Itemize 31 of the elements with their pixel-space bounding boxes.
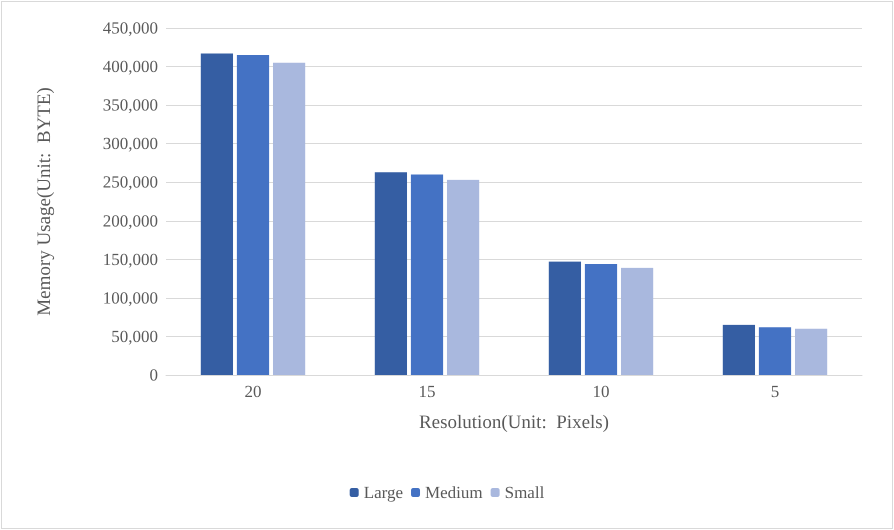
bar bbox=[272, 62, 306, 375]
legend-label: Medium bbox=[425, 483, 483, 502]
bar bbox=[584, 264, 618, 375]
bar bbox=[794, 328, 828, 375]
legend-label: Large bbox=[364, 483, 404, 502]
y-tick-label: 0 bbox=[150, 366, 158, 384]
bar bbox=[200, 53, 234, 375]
bar bbox=[722, 324, 756, 375]
y-tick-label: 50,000 bbox=[111, 326, 158, 346]
y-tick-label: 300,000 bbox=[102, 134, 158, 154]
y-tick-label: 150,000 bbox=[102, 250, 158, 269]
y-tick-label: 450,000 bbox=[102, 18, 158, 38]
bar bbox=[374, 172, 408, 375]
y-tick-label: 200,000 bbox=[102, 211, 158, 230]
x-tick-label: 5 bbox=[770, 382, 780, 401]
bar bbox=[446, 180, 480, 375]
bar bbox=[620, 268, 654, 375]
legend-label: Small bbox=[504, 483, 545, 502]
x-tick-label: 10 bbox=[592, 382, 610, 401]
x-tick-label: 15 bbox=[418, 382, 436, 401]
y-tick-label: 350,000 bbox=[102, 96, 158, 115]
bar bbox=[236, 54, 270, 375]
x-axis-title: Resolution(Unit: Pixels) bbox=[419, 412, 609, 433]
y-tick-label: 400,000 bbox=[102, 57, 158, 76]
bar bbox=[548, 262, 582, 375]
x-tick-label: 20 bbox=[244, 382, 262, 401]
y-axis-title: Memory Usage(Unit: BYTE) bbox=[34, 87, 55, 316]
bar bbox=[758, 327, 792, 375]
y-tick-label: 100,000 bbox=[102, 288, 158, 308]
bar bbox=[410, 174, 444, 375]
y-tick-label: 250,000 bbox=[102, 172, 158, 192]
